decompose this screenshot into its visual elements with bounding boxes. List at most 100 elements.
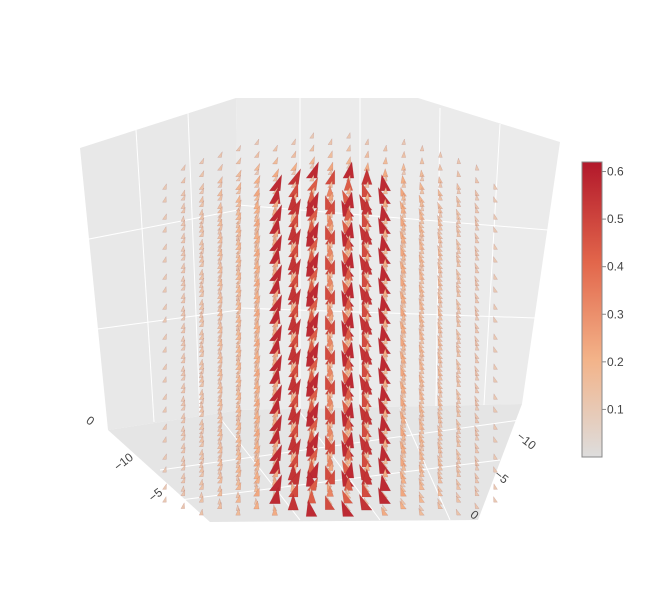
cone-marker xyxy=(271,506,278,516)
cone-marker xyxy=(253,303,259,312)
cone-marker xyxy=(401,402,407,411)
cone-marker xyxy=(475,433,480,441)
cone-marker xyxy=(455,401,462,408)
cone-marker xyxy=(456,255,462,263)
cone-marker xyxy=(455,281,462,288)
cone-marker xyxy=(382,336,388,345)
cone-marker xyxy=(268,173,283,192)
cone-marker xyxy=(235,237,241,246)
cone-marker xyxy=(235,199,242,208)
cone-marker xyxy=(401,150,406,158)
cone-marker xyxy=(475,339,480,346)
cone-marker xyxy=(253,260,260,270)
cone-marker xyxy=(475,189,480,197)
cone-marker xyxy=(382,186,388,195)
cone-marker xyxy=(198,298,204,306)
cone-marker xyxy=(180,266,186,274)
cone-marker xyxy=(253,453,259,462)
cone-marker xyxy=(198,272,204,280)
cone-marker xyxy=(254,138,260,145)
cone-marker xyxy=(216,235,223,244)
cone-marker xyxy=(235,211,242,220)
cone-marker xyxy=(419,204,425,212)
cone-marker xyxy=(180,262,185,269)
cone-marker xyxy=(382,227,389,238)
cone-marker xyxy=(474,412,480,419)
cone-marker xyxy=(216,475,223,484)
cone-marker xyxy=(456,307,461,314)
cone-marker xyxy=(326,371,334,381)
cone-marker xyxy=(401,378,406,385)
cone-marker xyxy=(456,319,462,327)
cone-marker xyxy=(217,334,222,342)
cone-marker xyxy=(437,475,443,484)
cone-marker xyxy=(401,462,407,471)
cone-marker xyxy=(235,391,242,400)
cone-marker xyxy=(253,470,260,480)
cone-marker xyxy=(309,144,315,152)
cone-marker xyxy=(216,175,223,184)
cone-marker xyxy=(326,401,334,411)
cone-marker xyxy=(235,490,241,499)
cone-marker xyxy=(437,201,444,209)
cone-marker xyxy=(418,507,425,516)
cone-marker xyxy=(401,180,406,188)
cone-marker xyxy=(253,366,260,377)
cone-marker xyxy=(382,426,388,435)
cone-marker xyxy=(382,456,388,465)
cone-marker xyxy=(198,422,204,430)
cone-marker xyxy=(198,285,204,293)
cone-marker xyxy=(346,131,351,139)
cone-marker xyxy=(437,231,444,239)
cone-marker xyxy=(180,343,186,351)
cone-marker xyxy=(235,451,242,460)
cone-marker xyxy=(456,409,462,417)
cone-marker xyxy=(162,255,167,263)
cone-marker xyxy=(198,469,205,477)
cone-marker xyxy=(198,418,204,426)
cone-marker xyxy=(180,463,186,471)
cone-marker xyxy=(217,501,223,509)
cone-marker xyxy=(290,161,298,171)
cone-marker xyxy=(341,499,355,517)
cone-marker xyxy=(253,150,260,158)
colorbar[interactable]: 0.1 0.2 0.3 0.4 0.5 0.6 xyxy=(581,161,624,458)
cone-marker xyxy=(216,428,223,437)
cone-marker xyxy=(474,382,480,389)
cone-marker xyxy=(268,233,283,252)
cone-marker xyxy=(217,394,222,402)
cone-marker xyxy=(198,242,204,250)
cone-marker xyxy=(235,417,241,426)
cone-marker xyxy=(456,229,462,237)
cone-marker xyxy=(437,244,443,252)
cone-marker xyxy=(268,293,283,312)
cone-marker xyxy=(493,183,498,190)
cone-marker xyxy=(456,482,462,490)
cone-marker xyxy=(217,317,222,325)
cone-marker xyxy=(180,395,185,402)
cone-marker xyxy=(180,399,186,406)
cone-marker xyxy=(216,308,223,317)
cone-marker xyxy=(180,202,185,209)
cone-marker xyxy=(377,486,392,504)
cone-marker xyxy=(399,500,407,510)
cone-marker xyxy=(401,228,406,235)
cone-marker xyxy=(437,347,443,355)
cone-marker xyxy=(400,486,407,497)
cone-marker xyxy=(327,150,333,158)
cone-marker xyxy=(438,451,443,458)
cone-marker xyxy=(162,453,167,460)
cone-marker xyxy=(437,317,443,325)
cone-marker xyxy=(180,446,186,454)
cone-marker xyxy=(216,188,223,197)
cone-marker xyxy=(162,183,167,190)
cone-marker xyxy=(437,407,443,415)
cone-marker xyxy=(253,363,259,372)
cone-marker xyxy=(475,163,480,171)
cone-marker xyxy=(380,506,389,516)
cone-marker xyxy=(438,343,443,351)
cone-marker xyxy=(364,300,370,308)
cone-marker xyxy=(456,285,462,293)
cone-marker xyxy=(162,285,167,293)
